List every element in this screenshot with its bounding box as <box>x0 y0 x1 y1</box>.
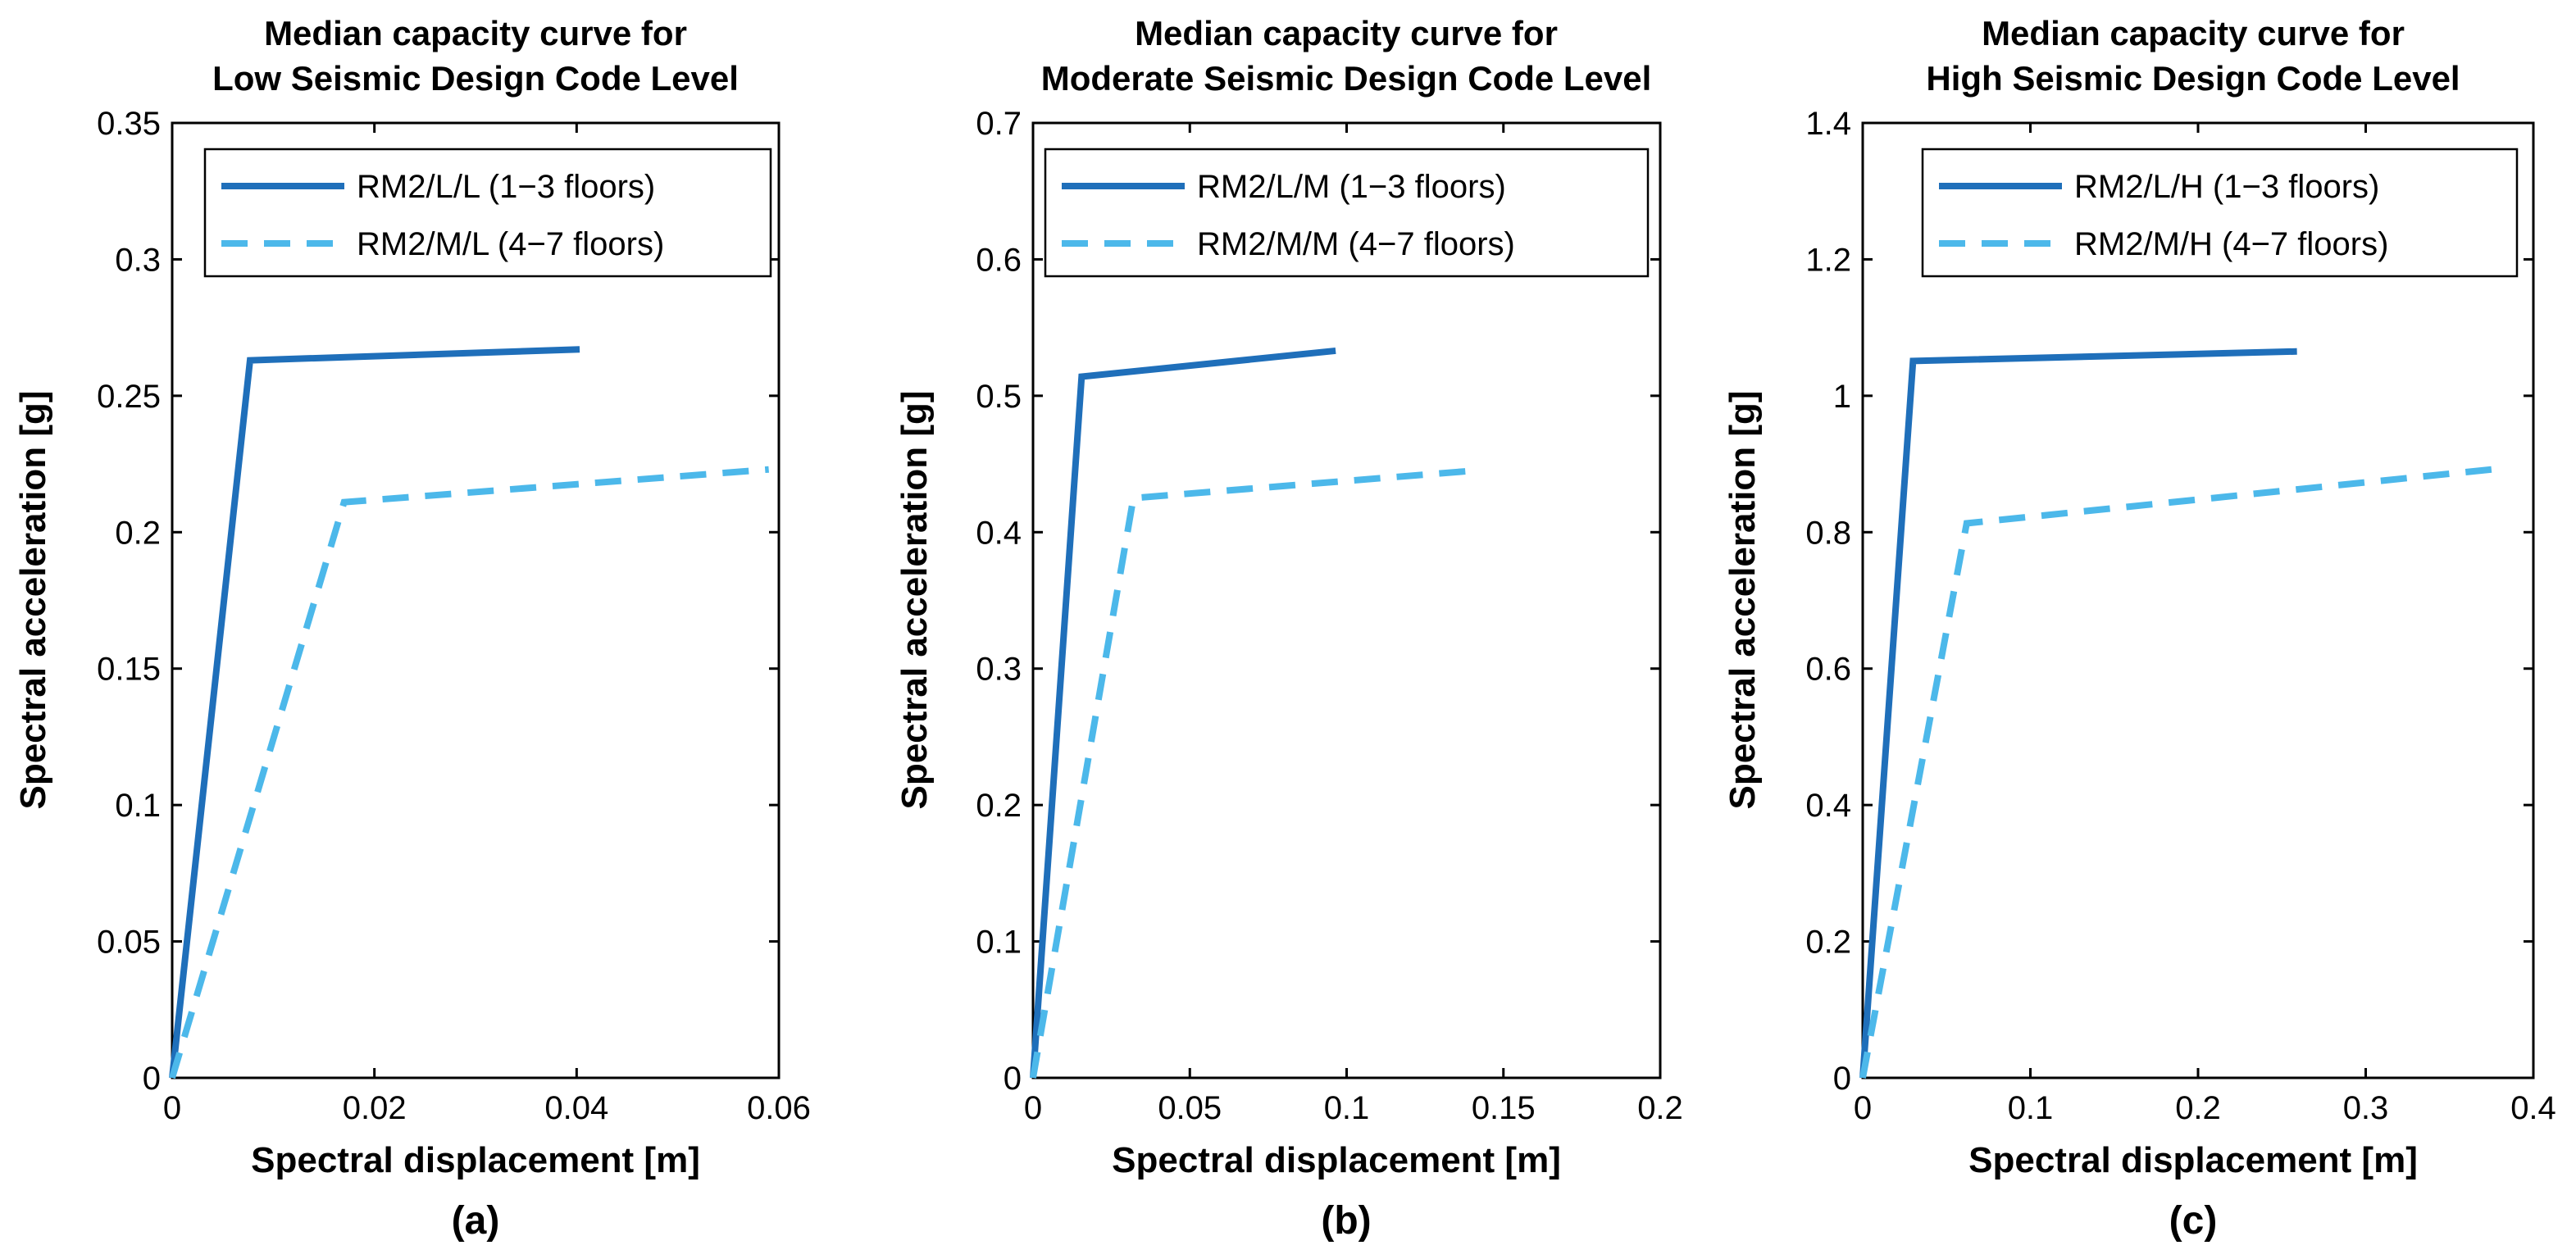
legend-box <box>1921 148 2519 278</box>
y-tick-label: 0.35 <box>97 106 161 142</box>
legend-entry-label: RM2/M/M (4−7 floors) <box>1197 226 1515 262</box>
legend-entry-label: RM2/L/L (1−3 floors) <box>357 169 655 205</box>
y-tick-label: 0.25 <box>97 379 161 415</box>
axes-frame <box>1861 121 2535 1079</box>
x-tick-label: 0.05 <box>1158 1090 1222 1126</box>
x-tick-label: 0.4 <box>2510 1090 2556 1126</box>
panel-label: (b) <box>1321 1199 1371 1243</box>
series-line-dashed <box>169 466 769 1079</box>
plot-area: 0 0.05 0.1 0.15 0.2 0 0.1 0.2 0.3 0.4 0.5 0.6 0.7 RM2… <box>976 106 1682 1126</box>
series-line-dashed <box>1030 467 1472 1079</box>
series-line-dashed <box>1859 466 2492 1079</box>
panel-label: (c) <box>2169 1199 2218 1243</box>
legend-box <box>1044 148 1650 278</box>
legend-entry-label: RM2/M/L (4−7 floors) <box>357 226 664 262</box>
chart-panel-a: Median capacity curve for Low Seismic De… <box>13 14 811 1243</box>
chart-title-line1: Median capacity curve for <box>264 14 687 52</box>
x-axis-label: Spectral displacement [m] <box>1112 1140 1561 1180</box>
y-tick-label: 0.5 <box>976 379 1022 415</box>
y-tick-label: 0.4 <box>1805 788 1851 824</box>
chart-title-line2: High Seismic Design Code Level <box>1926 59 2460 98</box>
x-tick-label: 0.02 <box>343 1090 407 1126</box>
legend: RM2/L/L (1−3 floors) RM2/M/L (4−7 floors) <box>203 148 772 278</box>
legend: RM2/L/M (1−3 floors) RM2/M/M (4−7 floors) <box>1044 148 1650 278</box>
y-tick-label: 0.3 <box>115 242 161 278</box>
series-line-solid <box>1030 347 1336 1079</box>
x-tick-label: 0.2 <box>1637 1090 1683 1126</box>
y-tick-label: 0.2 <box>976 788 1022 824</box>
y-tick-label: 1 <box>1833 379 1851 415</box>
x-tick-label: 0.1 <box>1324 1090 1370 1126</box>
x-tick-label: 0.06 <box>747 1090 811 1126</box>
chart-title-line2: Low Seismic Design Code Level <box>212 59 739 98</box>
x-axis-label: Spectral displacement [m] <box>1968 1140 2418 1180</box>
legend-box <box>203 148 772 278</box>
y-tick-label: 0 <box>143 1061 161 1097</box>
y-axis-label: Spectral acceleration [g] <box>1723 390 1763 809</box>
y-tick-label: 0.6 <box>976 242 1022 278</box>
y-tick-label: 1.2 <box>1805 242 1851 278</box>
plot-area: 0 0.1 0.2 0.3 0.4 0 0.2 0.4 0.6 0.8 1 1.2 1.4 RM2/L/H… <box>1805 106 2556 1126</box>
axes-frame <box>171 121 781 1079</box>
y-tick-label: 0.05 <box>97 925 161 961</box>
x-tick-label: 0.2 <box>2175 1090 2221 1126</box>
legend-entry-label: RM2/L/H (1−3 floors) <box>2074 169 2379 205</box>
chart-title-line1: Median capacity curve for <box>1982 14 2405 52</box>
y-tick-label: 0.6 <box>1805 652 1851 688</box>
legend-entry-label: RM2/M/H (4−7 floors) <box>2074 226 2388 262</box>
series-line-solid <box>169 346 580 1079</box>
x-axis-label: Spectral displacement [m] <box>251 1140 700 1180</box>
axes-frame <box>1031 121 1662 1079</box>
legend-entry-label: RM2/L/M (1−3 floors) <box>1197 169 1506 205</box>
chart-title-line1: Median capacity curve for <box>1135 14 1558 52</box>
chart-panel-b: Median capacity curve for Moderate Seism… <box>894 14 1683 1243</box>
y-tick-label: 0 <box>1833 1061 1851 1097</box>
y-tick-label: 0.3 <box>976 652 1022 688</box>
x-tick-label: 0.3 <box>2343 1090 2389 1126</box>
y-tick-label: 0.15 <box>97 652 161 688</box>
y-tick-label: 0.4 <box>976 515 1022 551</box>
y-tick-label: 0.7 <box>976 106 1022 142</box>
y-tick-label: 0.1 <box>976 925 1022 961</box>
y-tick-label: 0.2 <box>115 515 161 551</box>
x-tick-label: 0 <box>1854 1090 1872 1126</box>
x-tick-label: 0.04 <box>544 1090 608 1126</box>
y-tick-label: 0 <box>1004 1061 1022 1097</box>
x-tick-label: 0 <box>163 1090 181 1126</box>
y-tick-label: 0.1 <box>115 788 161 824</box>
y-axis-label: Spectral acceleration [g] <box>894 390 935 809</box>
x-tick-label: 0.1 <box>2008 1090 2054 1126</box>
chart-title-line2: Moderate Seismic Design Code Level <box>1041 59 1652 98</box>
x-tick-label: 0.15 <box>1472 1090 1536 1126</box>
panel-label: (a) <box>452 1199 500 1243</box>
y-axis-label: Spectral acceleration [g] <box>13 390 53 809</box>
series-line-solid <box>1859 348 2297 1079</box>
chart-panel-c: Median capacity curve for High Seismic D… <box>1723 14 2556 1243</box>
legend: RM2/L/H (1−3 floors) RM2/M/H (4−7 floors) <box>1921 148 2519 278</box>
x-tick-label: 0 <box>1024 1090 1042 1126</box>
plot-area: 0 0.02 0.04 0.06 0 0.05 0.1 0.15 0.2 0.25 0.3 0.35 R… <box>97 106 811 1126</box>
y-tick-label: 0.2 <box>1805 925 1851 961</box>
y-tick-label: 0.8 <box>1805 515 1851 551</box>
y-tick-label: 1.4 <box>1805 106 1851 142</box>
